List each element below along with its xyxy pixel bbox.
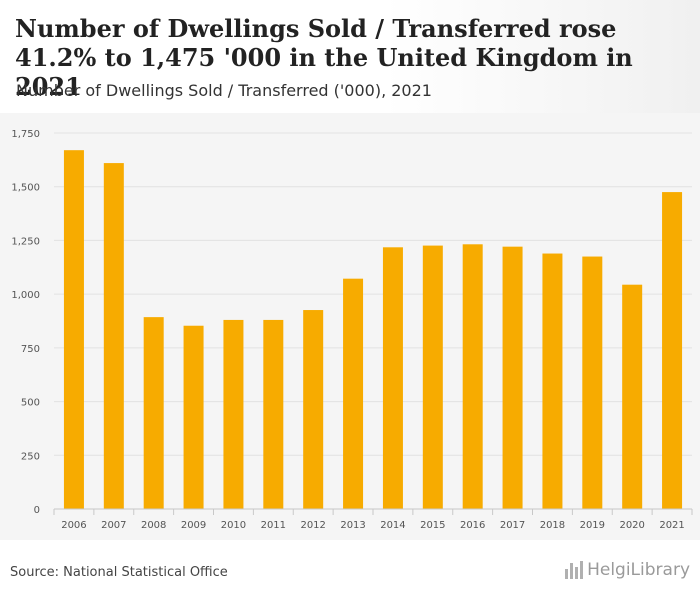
header: Number of Dwellings Sold / Transferred r… [0,0,700,113]
bar [343,278,364,509]
x-tick-label: 2013 [340,520,365,531]
logo-text: HelgiLibrary [587,560,690,580]
bar [502,246,523,509]
bar [183,325,204,509]
bar [382,247,403,509]
x-tick-label: 2020 [619,520,644,531]
x-tick-label: 2008 [141,520,166,531]
bar [63,150,84,509]
library-icon [565,561,584,579]
chart-title: Number of Dwellings Sold / Transferred r… [15,14,633,101]
x-tick-label: 2010 [221,520,246,531]
bar [143,317,164,509]
x-tick-label: 2007 [101,520,126,531]
y-tick-label: 1,750 [11,129,40,140]
bar-chart: 0 250 500 750 1,000 1,250 1,500 1,750 2006 2007 20… [11,129,693,531]
y-tick-label: 750 [21,344,40,355]
bar [582,256,603,509]
x-tick-label: 2006 [61,520,86,531]
x-tick-label: 2015 [420,520,445,531]
y-tick-label: 0 [34,505,40,516]
source-note: Source: National Statistical Office [10,565,228,580]
bar [263,319,284,509]
y-tick-label: 250 [21,451,40,462]
bar [223,319,244,509]
x-tick-label: 2011 [261,520,286,531]
bar [303,310,324,509]
x-tick-label: 2014 [380,520,405,531]
y-tick-label: 500 [21,398,40,409]
x-tick-label: 2017 [500,520,525,531]
y-tick-label: 1,500 [11,183,40,194]
bar [422,245,443,509]
bar [462,244,483,509]
bar [662,192,683,509]
footer [0,540,700,596]
y-tick-label: 1,250 [11,236,40,247]
chart-subtitle: Number of Dwellings Sold / Transferred (… [16,81,432,100]
x-tick-label: 2019 [580,520,605,531]
x-tick-label: 2016 [460,520,485,531]
bar [622,284,643,509]
helgi-library-logo[interactable]: HelgiLibrary [565,560,690,580]
bar [103,163,124,509]
x-tick-label: 2018 [540,520,565,531]
x-tick-label: 2009 [181,520,206,531]
x-tick-label: 2021 [659,520,684,531]
bar [542,253,563,509]
x-tick-label: 2012 [300,520,325,531]
y-tick-label: 1,000 [11,290,40,301]
